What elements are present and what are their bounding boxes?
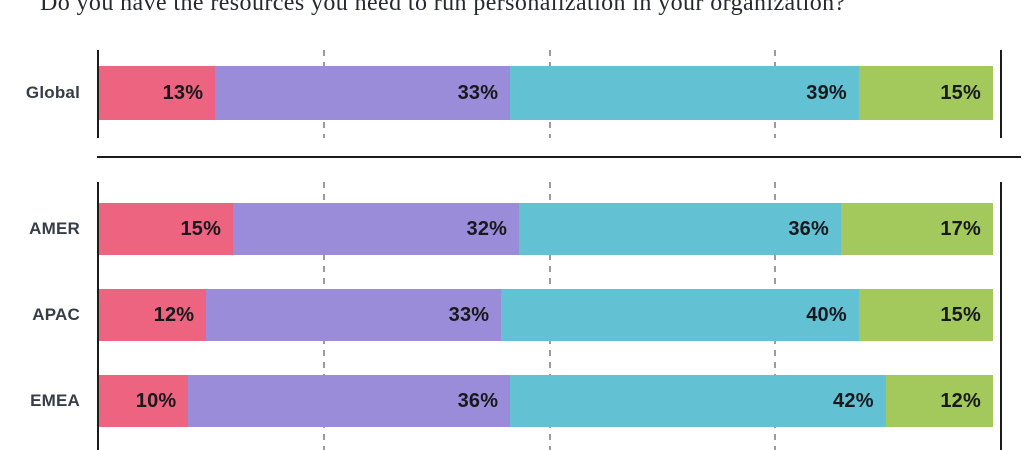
segment-value-label-global-1: 13% [162, 81, 204, 104]
segment-value-label-amer-3: 36% [788, 217, 829, 240]
segment-value-label-emea-3: 42% [833, 389, 874, 412]
segment-value-label-apac-3: 40% [806, 303, 847, 326]
segment-value-label-global-2: 33% [457, 81, 499, 104]
chart-group-global: 13% 33% 39% 15% Global [0, 50, 1024, 138]
segment-value-label-amer-1: 15% [180, 217, 222, 240]
segment-value-label-emea-1: 10% [135, 389, 177, 412]
bar-segment-apac-1: 12% [99, 289, 207, 341]
chart-title: Do you have the resources you need to ru… [40, 0, 846, 16]
bar-segment-apac-2: 33% [206, 289, 502, 341]
segment-value-label-global-4: 15% [940, 81, 981, 104]
category-label-emea: EMEA [30, 391, 80, 410]
plot-area-global: 13% 33% 39% 15% [97, 50, 1002, 138]
bar-segment-amer-1: 15% [99, 203, 234, 255]
segment-value-label-amer-4: 17% [940, 217, 981, 240]
bar-global: 13% 33% 39% 15% [99, 66, 993, 120]
bar-segment-apac-4: 15% [858, 289, 993, 341]
bar-segment-amer-2: 32% [233, 203, 520, 255]
category-label-global: Global [25, 83, 80, 102]
segment-value-label-apac-2: 33% [448, 303, 490, 326]
bar-segment-global-1: 13% [99, 66, 216, 120]
bar-segment-emea-3: 42% [510, 375, 886, 427]
segment-value-label-emea-4: 12% [940, 389, 981, 412]
bar-amer: 15% 32% 36% 17% [99, 203, 993, 255]
bar-segment-global-3: 39% [510, 66, 859, 120]
segment-value-label-amer-2: 32% [466, 217, 508, 240]
bar-segment-global-4: 15% [858, 66, 993, 120]
plot-area-regions: 15% 32% 36% 17% 12% 33% 40% 15% 10% 36% 42% 12% [97, 182, 1002, 450]
bar-emea: 10% 36% 42% 12% [99, 375, 993, 427]
bar-segment-emea-2: 36% [188, 375, 511, 427]
bar-segment-global-2: 33% [215, 66, 511, 120]
segment-value-label-global-3: 39% [806, 81, 847, 104]
segment-value-label-emea-2: 36% [457, 389, 499, 412]
category-label-amer: AMER [29, 219, 80, 238]
divider-line [97, 156, 1021, 158]
segment-value-label-apac-1: 12% [153, 303, 195, 326]
bar-segment-emea-1: 10% [99, 375, 189, 427]
bar-segment-amer-3: 36% [519, 203, 841, 255]
bar-segment-amer-4: 17% [841, 203, 993, 255]
bar-apac: 12% 33% 40% 15% [99, 289, 993, 341]
segment-value-label-apac-4: 15% [940, 303, 981, 326]
chart-group-regions: 15% 32% 36% 17% 12% 33% 40% 15% 10% 36% 42% 12% AME… [0, 182, 1024, 450]
bar-segment-emea-4: 12% [885, 375, 993, 427]
bar-segment-apac-3: 40% [501, 289, 859, 341]
category-label-apac: APAC [32, 305, 80, 324]
